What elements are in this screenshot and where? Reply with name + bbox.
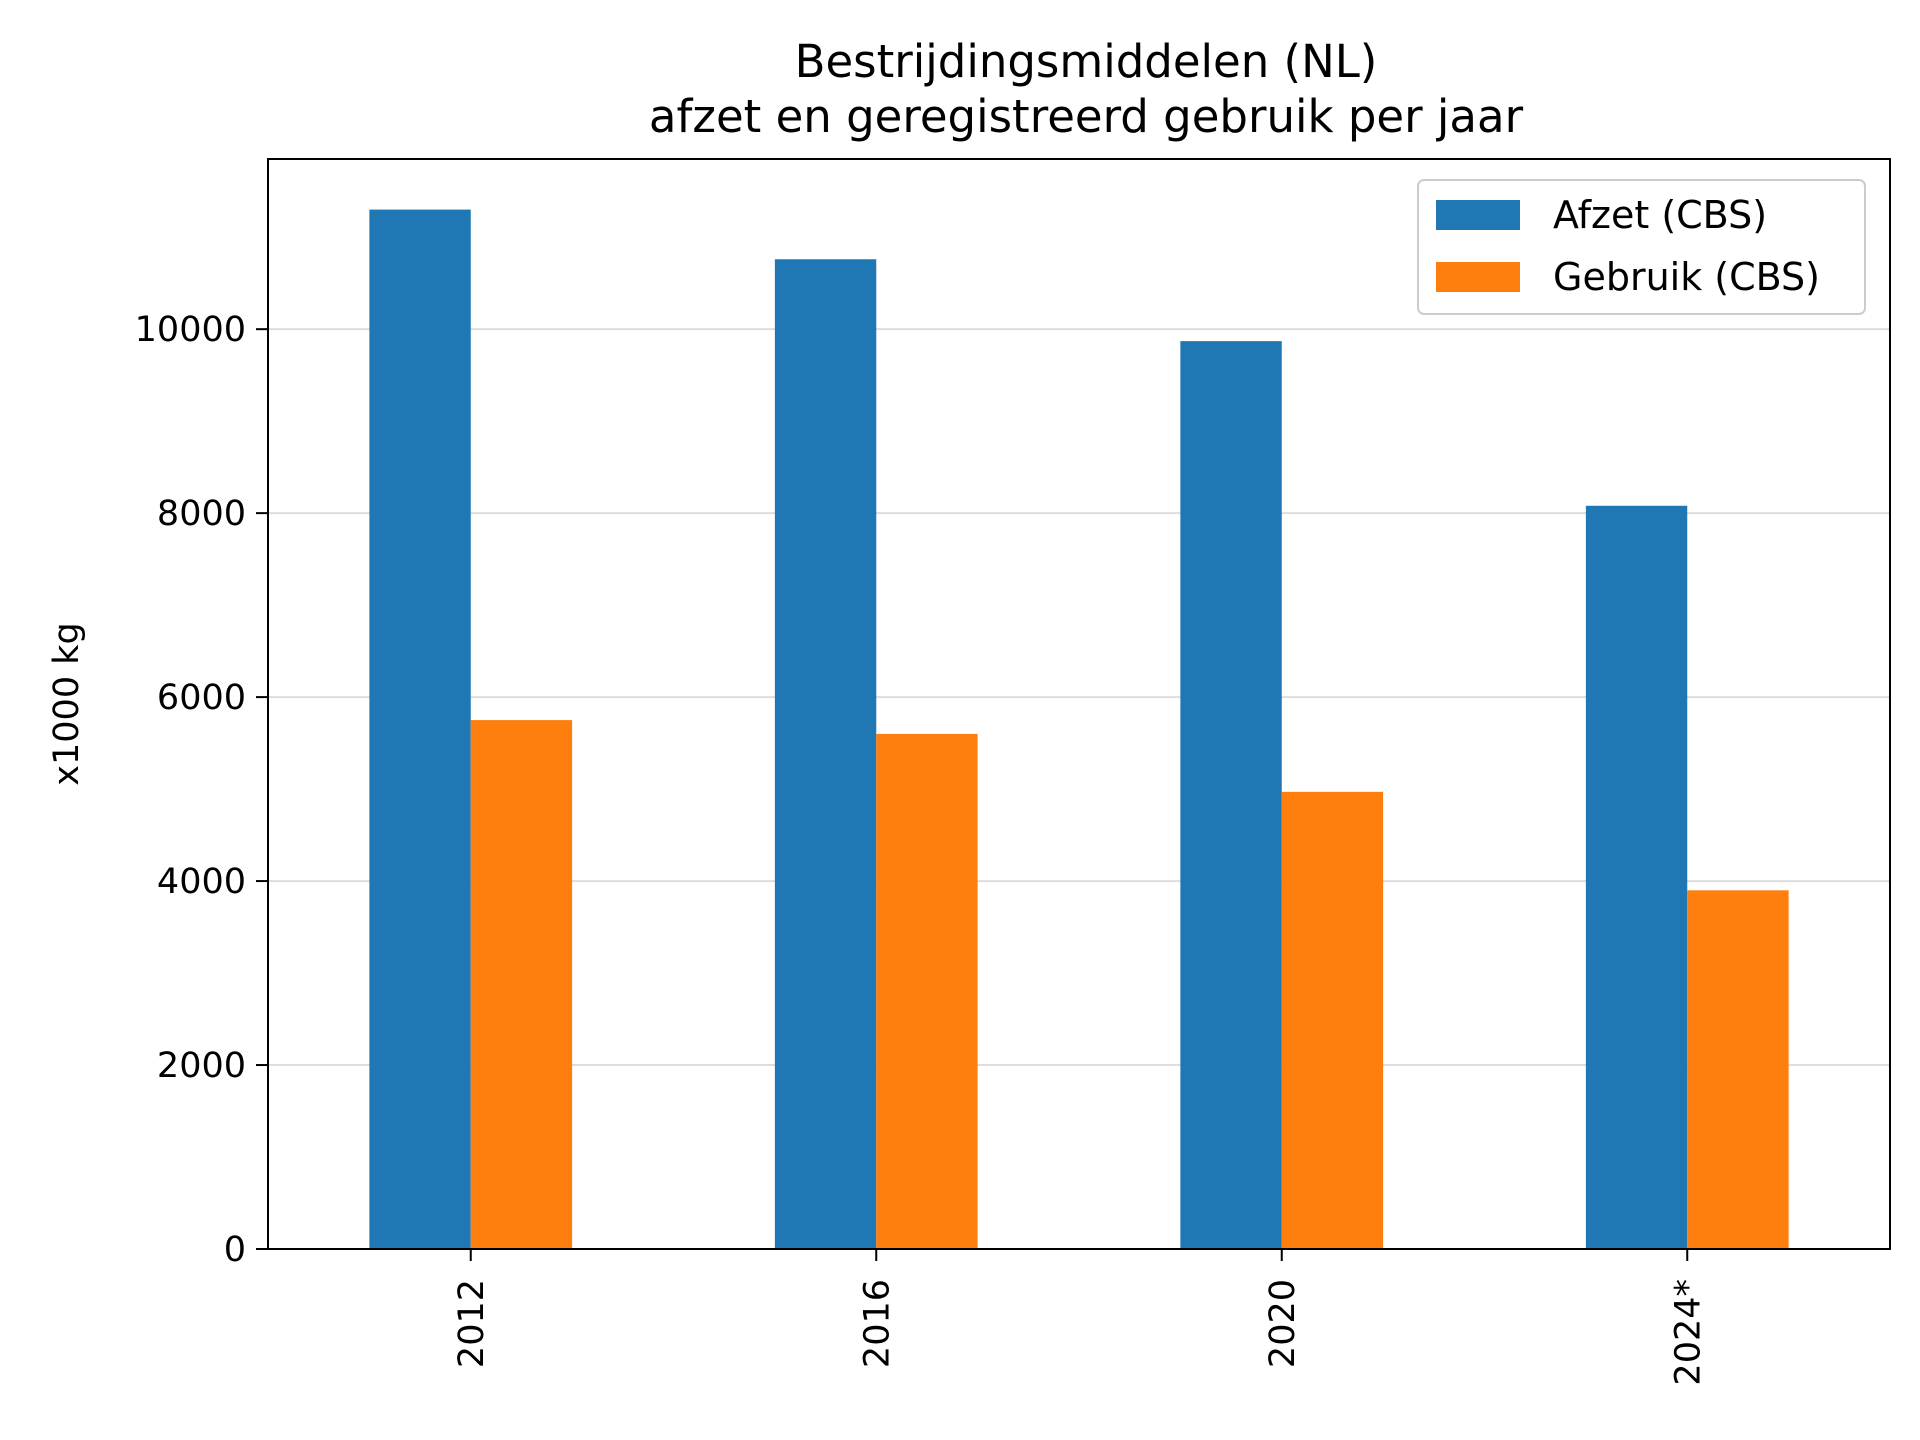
y-tick-label: 10000 <box>135 310 246 350</box>
bar-gebruik-2016 <box>876 733 978 1249</box>
y-tick-label: 0 <box>224 1230 246 1270</box>
bar-afzet-2016 <box>774 259 877 1249</box>
y-axis-label: x1000 kg <box>47 622 87 785</box>
legend-box <box>1417 179 1866 315</box>
bar-gebruik-2020 <box>1281 791 1384 1249</box>
legend-entry: Gebruik (CBS) <box>1553 255 1820 299</box>
chart-subtitle: afzet en geregistreerd gebruik per jaar <box>649 90 1524 143</box>
legend-swatch <box>1436 200 1520 230</box>
x-tick-label: 2016 <box>857 1279 897 1368</box>
x-tick-label: 2024* <box>1668 1279 1708 1386</box>
bar-afzet-2024 <box>1585 505 1688 1249</box>
x-tick-label: 2012 <box>452 1279 492 1368</box>
x-tick-label: 2020 <box>1263 1279 1303 1368</box>
x-axis: 2012 2016 2020 2024* <box>452 1249 1708 1386</box>
y-axis: 0 2000 4000 6000 8000 10000 <box>135 310 268 1270</box>
legend: Afzet (CBS) Gebruik (CBS) <box>1417 179 1866 315</box>
bar-gebruik-2024 <box>1687 890 1789 1249</box>
y-tick-label: 2000 <box>157 1046 246 1086</box>
legend-entry: Afzet (CBS) <box>1553 193 1767 237</box>
y-tick-label: 6000 <box>157 678 246 718</box>
chart-title: Bestrijdingsmiddelen (NL) <box>795 35 1378 88</box>
bar-gebruik-2012 <box>470 720 573 1249</box>
bar-afzet-2012 <box>369 209 471 1250</box>
bar-afzet-2020 <box>1180 341 1282 1249</box>
legend-swatch <box>1436 262 1520 292</box>
plot-frame <box>267 158 1891 1250</box>
bars <box>369 209 1789 1250</box>
y-tick-label: 8000 <box>157 494 246 534</box>
y-tick-label: 4000 <box>157 862 246 902</box>
